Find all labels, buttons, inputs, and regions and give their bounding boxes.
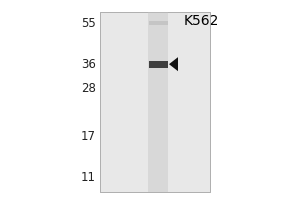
Text: 17: 17 xyxy=(81,130,96,143)
Text: 11: 11 xyxy=(81,171,96,184)
Text: K562: K562 xyxy=(183,14,219,28)
Bar xyxy=(148,21,167,25)
Bar xyxy=(148,12,168,192)
Text: 55: 55 xyxy=(81,17,96,30)
Text: 28: 28 xyxy=(81,82,96,95)
Bar xyxy=(148,61,167,68)
Text: 36: 36 xyxy=(81,58,96,71)
Bar xyxy=(100,12,210,192)
Polygon shape xyxy=(169,57,178,71)
Bar xyxy=(100,12,210,192)
